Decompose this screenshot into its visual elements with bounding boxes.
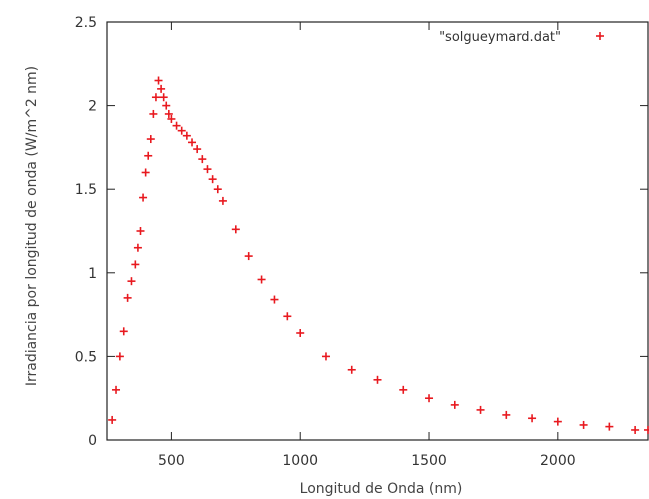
- data-point: [203, 165, 212, 174]
- data-point: [644, 425, 649, 434]
- data-point: [257, 275, 266, 284]
- data-point: [450, 400, 459, 409]
- data-point: [131, 260, 140, 269]
- data-point: [213, 185, 222, 194]
- legend: "solgueymard.dat": [439, 30, 604, 45]
- data-point: [164, 109, 173, 118]
- data-point: [296, 328, 305, 337]
- plot-frame: [106, 21, 649, 441]
- y-axis-title: Irradiancia por longitud de onda (W/m^2 …: [24, 66, 40, 386]
- data-point: [218, 196, 227, 205]
- data-point: [139, 193, 148, 202]
- y-tick-label: 2: [88, 99, 97, 115]
- legend-label: "solgueymard.dat": [439, 30, 561, 45]
- x-tick-label: 1500: [411, 453, 447, 469]
- data-point: [502, 410, 511, 419]
- data-point: [123, 293, 132, 302]
- data-point: [172, 121, 181, 130]
- data-point: [270, 295, 279, 304]
- data-point: [144, 151, 153, 160]
- data-point: [146, 135, 155, 144]
- data-point: [177, 126, 186, 135]
- data-point: [321, 352, 330, 361]
- data-point: [108, 415, 117, 424]
- data-point: [112, 385, 121, 394]
- axis-ticks: 500 1000 1500 2000 0 0.5 1 1.5 2 2.5: [75, 15, 648, 469]
- data-point: [133, 243, 142, 252]
- data-point: [136, 227, 145, 235]
- data-markers: [108, 76, 649, 434]
- data-point: [231, 225, 240, 234]
- x-tick-label: 1000: [282, 453, 318, 469]
- data-point: [167, 114, 176, 123]
- data-point: [119, 327, 128, 336]
- data-point: [208, 175, 217, 184]
- data-point: [553, 417, 562, 426]
- data-point: [162, 101, 171, 110]
- y-tick-label: 2.5: [75, 15, 97, 31]
- y-tick-label: 0.5: [75, 349, 97, 365]
- data-point: [157, 84, 166, 93]
- data-point: [127, 277, 136, 286]
- data-point: [283, 312, 292, 321]
- data-point: [154, 76, 163, 85]
- plot-border: [106, 21, 649, 441]
- y-tick-label: 1: [88, 266, 97, 282]
- data-point: [193, 145, 202, 154]
- y-tick-label: 1.5: [75, 182, 97, 198]
- data-point: [188, 138, 197, 147]
- data-point: [198, 155, 207, 164]
- data-point: [182, 131, 191, 140]
- x-tick-label: 2000: [540, 453, 576, 469]
- data-point: [528, 414, 537, 423]
- data-point: [149, 109, 158, 118]
- data-point: [399, 385, 408, 394]
- data-point: [373, 375, 382, 384]
- data-point: [605, 422, 614, 431]
- data-point: [151, 93, 160, 102]
- data-point: [347, 365, 356, 374]
- y-tick-label: 0: [88, 433, 97, 449]
- data-point: [159, 93, 168, 102]
- data-point: [579, 420, 588, 429]
- data-point: [425, 394, 434, 403]
- legend-marker: [596, 32, 604, 40]
- data-point: [115, 352, 124, 361]
- x-tick-label: 500: [158, 453, 185, 469]
- data-point: [244, 252, 253, 261]
- x-axis-title: Longitud de Onda (nm): [300, 481, 463, 497]
- data-point: [141, 168, 150, 177]
- data-point: [631, 425, 640, 434]
- data-point: [476, 405, 485, 414]
